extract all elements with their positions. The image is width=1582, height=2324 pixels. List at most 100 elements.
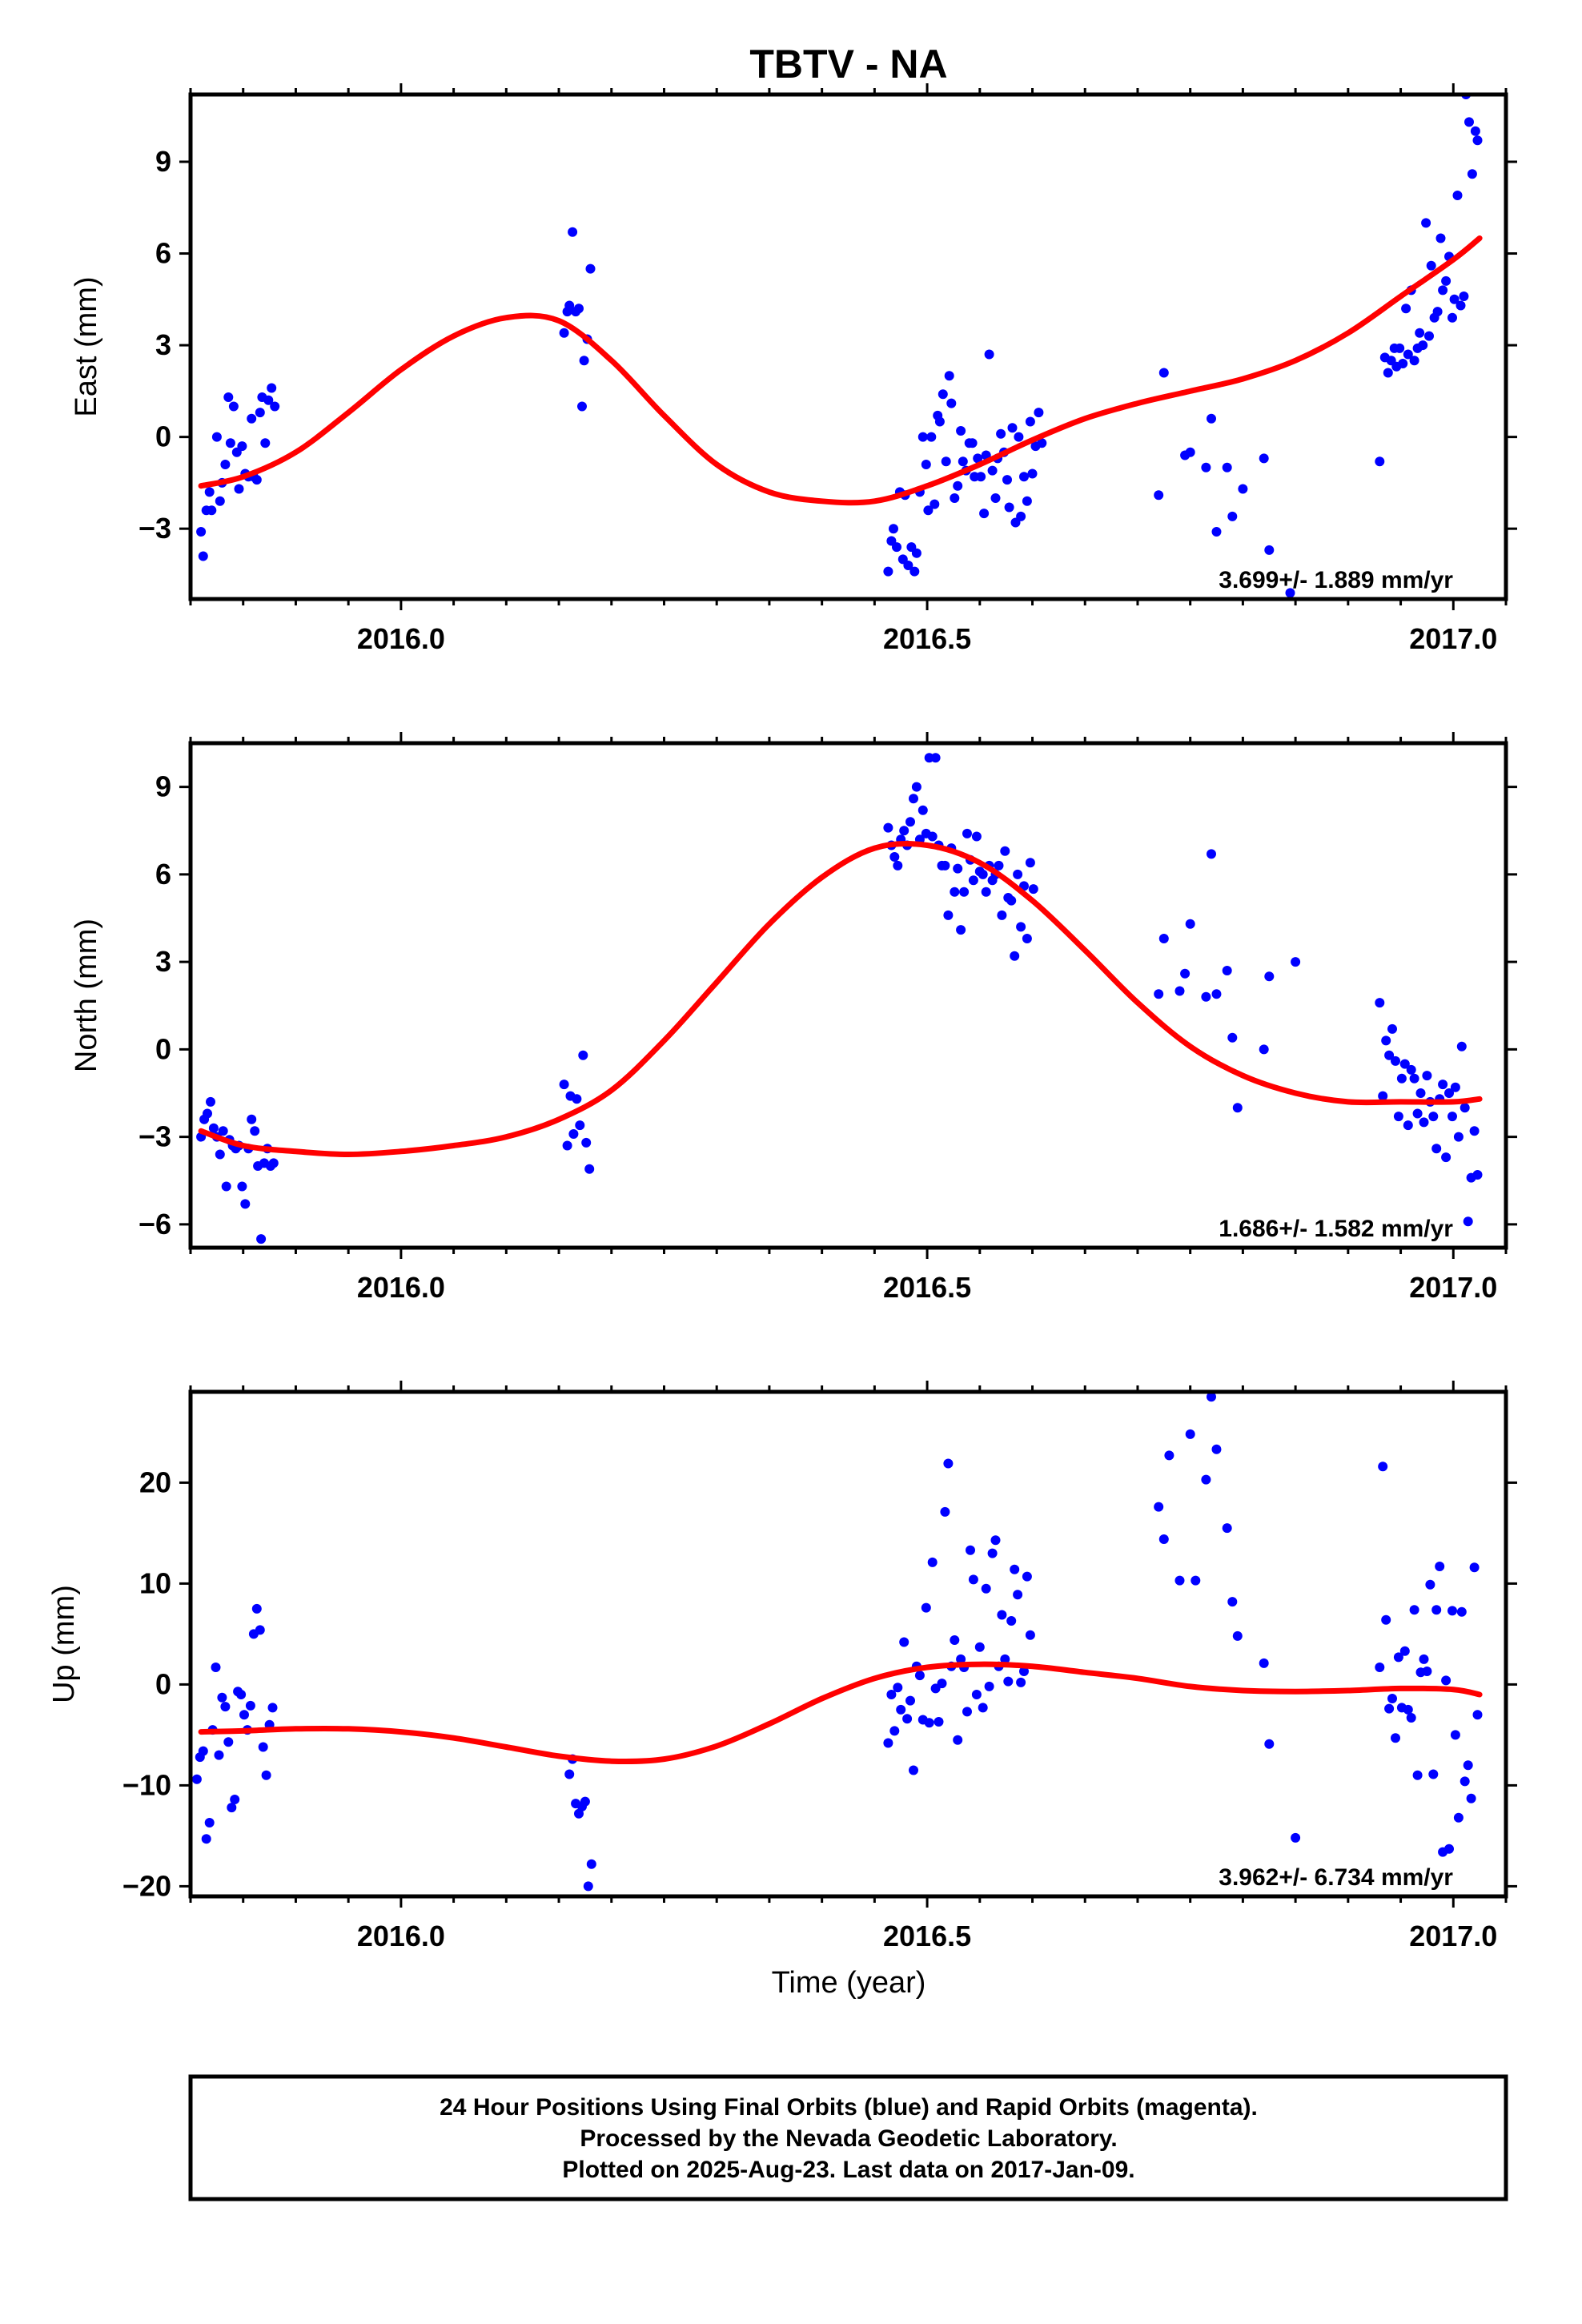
east-data-point bbox=[1016, 511, 1026, 521]
north-data-point bbox=[1154, 989, 1164, 999]
up-data-point bbox=[1291, 1832, 1301, 1843]
up-data-point bbox=[1412, 1770, 1423, 1780]
east-data-point bbox=[223, 392, 234, 402]
up-data-point bbox=[580, 1796, 590, 1807]
north-data-point bbox=[950, 887, 960, 897]
east-data-point bbox=[247, 413, 257, 424]
north-y-axis-label: North (mm) bbox=[70, 919, 103, 1072]
up-data-point bbox=[1387, 1694, 1397, 1703]
east-data-point bbox=[934, 416, 945, 427]
up-data-point bbox=[564, 1769, 575, 1779]
east-data-point bbox=[921, 460, 931, 469]
east-data-point bbox=[953, 480, 963, 491]
up-data-point bbox=[1185, 1429, 1195, 1439]
east-data-point bbox=[1426, 260, 1436, 271]
north-data-point bbox=[559, 1080, 569, 1090]
up-data-point bbox=[1016, 1677, 1026, 1687]
east-data-point bbox=[930, 499, 940, 509]
east-data-point bbox=[903, 561, 913, 570]
up-data-point bbox=[909, 1765, 918, 1775]
east-axes: 2016.0 2016.5 2017.0 −3 0 3 6 9 bbox=[139, 83, 1517, 655]
north-data-point bbox=[1419, 1117, 1429, 1128]
east-data-point bbox=[987, 465, 998, 476]
north-data-point bbox=[971, 831, 982, 842]
east-data-point bbox=[979, 509, 990, 519]
north-data-point bbox=[1450, 1082, 1460, 1092]
up-data-point bbox=[934, 1717, 944, 1727]
north-data-point bbox=[1384, 1050, 1395, 1060]
north-data-point bbox=[1016, 922, 1026, 932]
north-data-point bbox=[1441, 1152, 1452, 1163]
up-data-point bbox=[974, 1642, 985, 1652]
up-x-tick-label: 2016.5 bbox=[883, 1920, 971, 1952]
east-data-point bbox=[1222, 462, 1232, 472]
up-y-axis-label: Up (mm) bbox=[47, 1585, 81, 1703]
up-data-point bbox=[261, 1770, 271, 1780]
north-data-point bbox=[1444, 1088, 1454, 1098]
east-data-point bbox=[1403, 349, 1413, 360]
up-data-point bbox=[997, 1610, 1007, 1620]
north-data-point bbox=[1227, 1032, 1238, 1043]
east-data-point bbox=[1019, 472, 1029, 482]
east-data-point bbox=[1285, 588, 1295, 598]
up-data-point bbox=[583, 1881, 593, 1892]
north-data-point bbox=[1207, 849, 1216, 859]
up-data-point bbox=[245, 1700, 255, 1711]
east-data-point bbox=[1022, 496, 1032, 506]
east-data-point bbox=[967, 438, 978, 448]
up-data-point bbox=[1425, 1579, 1435, 1590]
east-data-point bbox=[944, 371, 954, 381]
up-data-point bbox=[1441, 1675, 1452, 1686]
east-data-point bbox=[909, 566, 920, 577]
north-data-point bbox=[1447, 1112, 1457, 1122]
east-data-point bbox=[215, 496, 225, 506]
up-data-point bbox=[267, 1703, 278, 1713]
north-data-point bbox=[953, 863, 963, 874]
up-data-point bbox=[1013, 1590, 1023, 1600]
up-data-point bbox=[987, 1548, 998, 1558]
up-data-point bbox=[899, 1637, 909, 1647]
up-data-point bbox=[927, 1557, 938, 1567]
east-data-point bbox=[889, 524, 898, 534]
up-data-point bbox=[968, 1574, 978, 1585]
east-data-point bbox=[1383, 368, 1393, 378]
up-data-point bbox=[883, 1738, 893, 1748]
east-data-point bbox=[1158, 368, 1169, 378]
up-data-point bbox=[1201, 1474, 1211, 1485]
north-data-point bbox=[240, 1199, 251, 1209]
east-data-point bbox=[574, 304, 584, 314]
up-data-point bbox=[924, 1718, 934, 1728]
footer-frame bbox=[188, 2074, 1508, 2201]
east-data-point bbox=[990, 493, 1001, 503]
up-data-point bbox=[889, 1726, 900, 1736]
east-data-point bbox=[1375, 456, 1385, 467]
up-data-point bbox=[1466, 1793, 1476, 1803]
east-data-point bbox=[958, 456, 968, 467]
north-data-point bbox=[1469, 1126, 1480, 1136]
north-data-point bbox=[218, 1126, 228, 1136]
north-data-point bbox=[1000, 846, 1010, 856]
east-data-point bbox=[950, 493, 960, 503]
up-data-point bbox=[950, 1635, 960, 1645]
east-data-point bbox=[234, 484, 244, 494]
up-data-point bbox=[1174, 1575, 1185, 1586]
north-data-point bbox=[1412, 1108, 1423, 1119]
up-data-point bbox=[1453, 1812, 1464, 1823]
north-data-point bbox=[1387, 1023, 1397, 1034]
north-data-point bbox=[250, 1126, 260, 1136]
up-data-point bbox=[217, 1692, 227, 1703]
north-data-point bbox=[1393, 1112, 1403, 1122]
up-data-point bbox=[990, 1535, 1001, 1546]
east-data-point bbox=[225, 438, 235, 448]
east-frame bbox=[188, 92, 1508, 601]
east-data-point bbox=[956, 426, 966, 436]
north-data-point bbox=[927, 831, 938, 842]
north-data-point bbox=[1431, 1144, 1442, 1154]
up-data-point bbox=[940, 1506, 950, 1517]
east-data-layer bbox=[196, 94, 1483, 598]
north-frame bbox=[188, 741, 1508, 1250]
east-data-point bbox=[270, 401, 280, 412]
up-data-point bbox=[1227, 1597, 1238, 1607]
up-plot-area bbox=[191, 1392, 1483, 1892]
up-data-point bbox=[1447, 1606, 1457, 1616]
